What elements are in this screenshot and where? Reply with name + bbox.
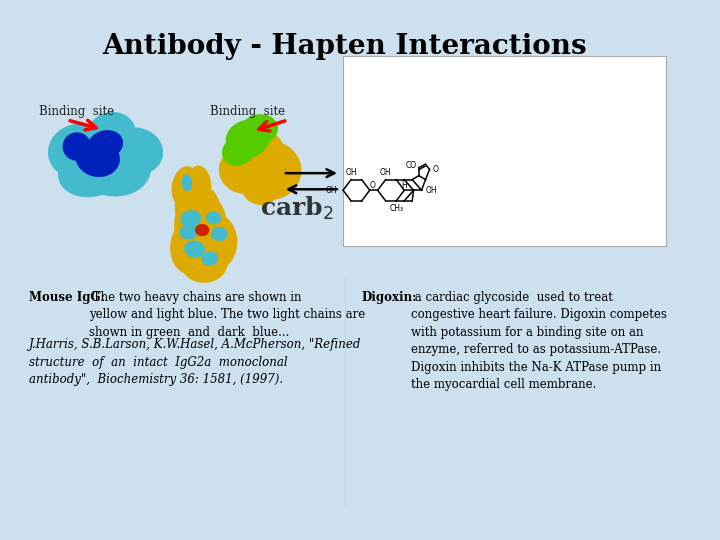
- Ellipse shape: [171, 166, 199, 207]
- Ellipse shape: [240, 114, 278, 145]
- Ellipse shape: [202, 252, 218, 266]
- Ellipse shape: [108, 127, 163, 175]
- Ellipse shape: [219, 146, 271, 194]
- Text: OH: OH: [426, 186, 437, 195]
- Ellipse shape: [181, 210, 201, 227]
- Ellipse shape: [225, 120, 270, 158]
- Ellipse shape: [211, 227, 228, 241]
- Text: OH: OH: [380, 167, 392, 177]
- Text: Binding  site: Binding site: [39, 105, 114, 118]
- Ellipse shape: [179, 176, 207, 212]
- Text: H: H: [401, 181, 407, 190]
- Bar: [343, 56, 665, 246]
- Ellipse shape: [181, 174, 192, 191]
- Text: CH₃: CH₃: [390, 204, 403, 213]
- Text: The two heavy chains are shown in
yellow and light blue. The two light chains ar: The two heavy chains are shown in yellow…: [89, 291, 366, 339]
- Ellipse shape: [89, 112, 135, 153]
- Text: Mouse IgG:: Mouse IgG:: [30, 291, 105, 304]
- Ellipse shape: [182, 211, 238, 272]
- Ellipse shape: [63, 132, 91, 161]
- Ellipse shape: [240, 164, 282, 205]
- Ellipse shape: [240, 141, 302, 200]
- Text: a cardiac glycoside  used to treat
congestive heart failure. Digoxin competes
wi: a cardiac glycoside used to treat conges…: [411, 291, 667, 392]
- Ellipse shape: [48, 124, 109, 179]
- Ellipse shape: [179, 225, 198, 240]
- Ellipse shape: [228, 127, 287, 191]
- Ellipse shape: [226, 122, 274, 167]
- Ellipse shape: [175, 184, 220, 233]
- Ellipse shape: [187, 166, 211, 204]
- Ellipse shape: [88, 130, 123, 159]
- Text: O: O: [369, 181, 375, 190]
- Text: Binding  site: Binding site: [210, 105, 285, 118]
- Ellipse shape: [195, 224, 210, 237]
- Text: CO: CO: [405, 161, 417, 170]
- Text: Antibody - Hapten Interactions: Antibody - Hapten Interactions: [102, 32, 587, 59]
- Text: carb$_2$: carb$_2$: [259, 195, 333, 222]
- Ellipse shape: [184, 240, 205, 258]
- Ellipse shape: [174, 192, 227, 256]
- Ellipse shape: [58, 144, 128, 197]
- Ellipse shape: [180, 242, 228, 283]
- Text: J.Harris, S.B.Larson, K.W.Hasel, A.McPherson, "Refined
structure  of  an  intact: J.Harris, S.B.Larson, K.W.Hasel, A.McPhe…: [30, 339, 361, 386]
- Text: OH: OH: [346, 167, 357, 177]
- Text: O: O: [433, 165, 438, 174]
- Ellipse shape: [170, 216, 215, 274]
- Ellipse shape: [206, 211, 221, 225]
- Ellipse shape: [63, 125, 151, 197]
- Ellipse shape: [222, 137, 255, 166]
- Ellipse shape: [76, 139, 120, 177]
- Text: Digoxin:: Digoxin:: [361, 291, 417, 304]
- Text: OH: OH: [326, 186, 338, 195]
